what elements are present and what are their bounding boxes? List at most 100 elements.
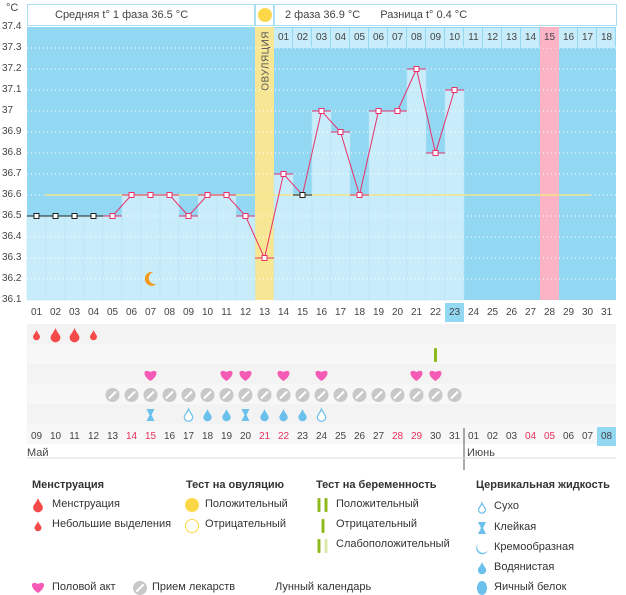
pill-stripe: [108, 391, 117, 399]
legend-item: Клейкая: [494, 521, 537, 533]
phase2-day-cell: [445, 28, 463, 48]
pill-stripe: [431, 391, 440, 399]
temperature-point: [52, 213, 59, 219]
chart-labels: 37.4 37.3 37.2 37.1 37 36.9 36.8 36.7 36.6 36.5 36…: [2, 21, 612, 459]
temperature-point: [280, 171, 287, 177]
calendar-date: 12: [87, 431, 100, 442]
legend-pregnancy-title: Тест на беременность: [316, 479, 437, 491]
cycle-day-label: 27: [524, 307, 537, 318]
legend-item: Половой акт: [52, 581, 116, 593]
temperature-point: [299, 192, 306, 198]
y-tick-label: 36.4: [2, 231, 22, 242]
cycle-day-label: 21: [410, 307, 423, 318]
y-tick-label: 36.1: [2, 294, 22, 305]
heart-icon: [315, 370, 328, 381]
phase2-day-label: 14: [524, 32, 537, 43]
calendar-date: 13: [106, 431, 119, 442]
pill-stripe: [241, 391, 250, 399]
temperature-difference: Разница t° 0.4 °C: [380, 9, 468, 21]
legend-item: Небольшие выделения: [52, 518, 172, 530]
sticky-icon: [241, 409, 250, 421]
cycle-day-label: 24: [467, 307, 480, 318]
pill-stripe: [298, 391, 307, 399]
calendar-date: 26: [353, 431, 366, 442]
phase2-day-cell: [483, 28, 501, 48]
calendar-date: 15: [144, 431, 157, 442]
pill-stripe: [374, 391, 383, 399]
ovulation-label: ОВУЛЯЦИЯ: [261, 31, 272, 91]
phase2-day-cell: [388, 28, 406, 48]
sun-icon: [258, 8, 272, 22]
temperature-point: [204, 192, 211, 198]
temperature-point: [261, 255, 268, 261]
phase2-day-cell: [331, 28, 349, 48]
cycle-day-label: 03: [68, 307, 81, 318]
calendar-date: 02: [486, 431, 499, 442]
calendar-date: 14: [125, 431, 138, 442]
pill-stripe: [260, 391, 269, 399]
menstruation-light-icon: [90, 330, 97, 341]
fluid-dry-icon: [477, 501, 487, 514]
temperature-point: [185, 213, 192, 219]
menstruation-heavy-icon: [33, 498, 43, 513]
menstruation-heavy-icon: [69, 328, 80, 343]
calendar-date: 16: [163, 431, 176, 442]
calendar-date: 10: [49, 431, 62, 442]
y-tick-label: 36.2: [2, 273, 22, 284]
phase2-day-cell: [350, 28, 368, 48]
row-background: [27, 324, 616, 344]
pill-stripe: [279, 391, 288, 399]
heart-icon: [144, 370, 157, 381]
legend-icons: [31, 498, 488, 595]
pill-icon: [409, 388, 424, 402]
pill-icon: [447, 388, 462, 402]
pill-stripe: [203, 391, 212, 399]
fluid-sticky-icon: [478, 522, 486, 534]
phase2-day-cell: [540, 28, 558, 48]
calendar-date: 31: [448, 431, 461, 442]
fluid-creamy-icon: [476, 544, 488, 555]
heart-icon: [239, 370, 252, 381]
temperature-point: [90, 213, 97, 219]
phase2-day-label: 05: [353, 32, 366, 43]
pill-icon: [333, 388, 348, 402]
legend-heart-icon: [31, 582, 45, 593]
cycle-day-label: 16: [315, 307, 328, 318]
y-tick-label: 36.9: [2, 126, 22, 137]
phase2-day-cell: [521, 28, 539, 48]
calendar-date: 05: [543, 431, 556, 442]
calendar-date: 19: [220, 431, 233, 442]
phase2-day-cell: [597, 28, 615, 48]
menstruation-heavy-icon: [50, 328, 61, 343]
phase2-day-label: 16: [562, 32, 575, 43]
legend-moon-icon: [257, 580, 270, 595]
row-background: [27, 424, 616, 444]
pill-icon: [371, 388, 386, 402]
cycle-day-label: 10: [201, 307, 214, 318]
fluid-dry-icon: [316, 407, 327, 422]
pill-icon: [352, 388, 367, 402]
ovulation-negative-icon: [185, 519, 199, 533]
cycle-day-label: 22: [429, 307, 442, 318]
pill-stripe: [412, 391, 421, 399]
phase2-day-cell: [502, 28, 520, 48]
fluid-egg-white-icon: [477, 581, 487, 595]
temperature-point: [71, 213, 78, 219]
pill-icon: [295, 388, 310, 402]
temperature-point: [128, 192, 135, 198]
calendar-date: 23: [296, 431, 309, 442]
calendar-date: 24: [315, 431, 328, 442]
pill-icon: [276, 388, 291, 402]
legend-fluid-title: Цервикальная жидкость: [476, 479, 610, 491]
legend-item: Водянистая: [494, 561, 555, 573]
calendar-date: 28: [391, 431, 404, 442]
phase2-day-label: 10: [448, 32, 461, 43]
legend-ovulation-title: Тест на овуляцию: [186, 479, 285, 491]
temperature-chart: ОВУЛЯЦИЯ: [26, 27, 616, 470]
phase2-day-cell: [312, 28, 330, 48]
phase2-day-cell: [293, 28, 311, 48]
today-date-cell: [597, 427, 616, 446]
cycle-day-label: 30: [581, 307, 594, 318]
legend-item: Яичный белок: [494, 581, 567, 593]
cycle-day-label: 07: [144, 307, 157, 318]
